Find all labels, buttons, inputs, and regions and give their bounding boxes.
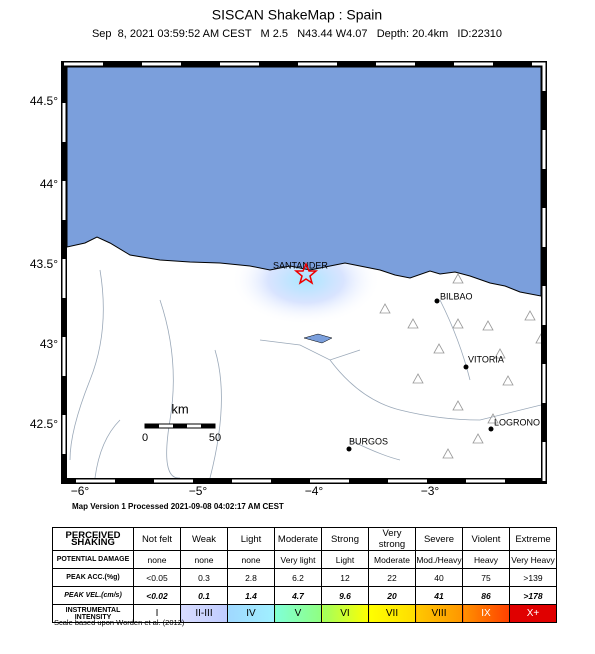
legend-cell: Weak xyxy=(180,527,228,551)
legend-cell: Heavy xyxy=(462,550,510,569)
place-label: BILBAO xyxy=(440,291,473,301)
row-label: PEAK ACC.(%g) xyxy=(52,568,134,587)
intensity-legend: PERCEIVED SHAKING Not felt Weak Light Modera… xyxy=(52,527,557,623)
lat-label: 44.5° xyxy=(30,94,58,108)
legend-row: POTENTIAL DAMAGE none none none Very light Li… xyxy=(52,550,557,569)
legend-cell: 1.4 xyxy=(227,586,275,605)
row-label: POTENTIAL DAMAGE xyxy=(52,550,134,569)
legend-cell: 0.1 xyxy=(180,586,228,605)
intensity-cell: VIII xyxy=(415,604,463,623)
scale-unit: km xyxy=(171,401,188,416)
epicenter xyxy=(293,262,319,285)
legend-cell: >178 xyxy=(509,586,557,605)
processed-note: Map Version 1 Processed 2021-09-08 04:02… xyxy=(72,502,284,511)
map-area: SANTANDER BILBAO VITORIA BURGOS LOGRONO … xyxy=(67,67,541,478)
lon-label: −4° xyxy=(305,484,324,498)
legend-cell: 4.7 xyxy=(274,586,322,605)
legend-cell: <0.02 xyxy=(133,586,181,605)
legend-cell: Light xyxy=(321,550,369,569)
lat-label: 42.5° xyxy=(30,417,58,431)
legend-cell: 20 xyxy=(368,586,416,605)
legend-cell: Very Heavy xyxy=(509,550,557,569)
intensity-cell: II-III xyxy=(180,604,228,623)
legend-cell: none xyxy=(180,550,228,569)
footnote: Scale based upon Worden et al. (2012) xyxy=(54,618,185,627)
legend-row: PEAK VEL.(cm/s) <0.02 0.1 1.4 4.7 9.6 20 41 86 >1… xyxy=(52,586,557,605)
scale-bar xyxy=(144,423,216,429)
frame-ticks xyxy=(62,62,546,483)
place-label: VITORIA xyxy=(468,354,504,364)
legend-cell: 75 xyxy=(462,568,510,587)
legend-cell: 6.2 xyxy=(274,568,322,587)
legend-cell: Moderate xyxy=(368,550,416,569)
intensity-cell: V xyxy=(274,604,322,623)
legend-cell: 12 xyxy=(321,568,369,587)
intensity-cell: I xyxy=(133,604,181,623)
legend-cell: none xyxy=(227,550,275,569)
map: SISCAN ShakeMap : Spain Sep 8, 2021 03:5… xyxy=(30,7,547,511)
legend-cell: Moderate xyxy=(274,527,322,551)
lat-label: 44° xyxy=(40,177,58,191)
place-label: SANTANDER xyxy=(273,260,328,270)
legend-cell: <0.05 xyxy=(133,568,181,587)
legend-cell: 41 xyxy=(415,586,463,605)
legend-cell: 40 xyxy=(415,568,463,587)
legend-cell: >139 xyxy=(509,568,557,587)
legend-row: INSTRUMENTAL INTENSITY I II-III IV V VI VII VII… xyxy=(52,604,557,623)
legend-row: PEAK ACC.(%g) <0.05 0.3 2.8 6.2 12 22 40 75 >139 xyxy=(52,568,557,587)
legend-cell: Not felt xyxy=(133,527,181,551)
legend-cell: Light xyxy=(227,527,275,551)
scale-start: 0 xyxy=(142,432,148,444)
legend-cell: Violent xyxy=(462,527,510,551)
lat-label: 43° xyxy=(40,337,58,351)
row-label: PERCEIVED SHAKING xyxy=(52,527,134,551)
legend-cell: 9.6 xyxy=(321,586,369,605)
title: SISCAN ShakeMap : Spain xyxy=(212,7,382,23)
lat-label: 43.5° xyxy=(30,257,58,271)
legend-cell: Strong xyxy=(321,527,369,551)
scale-end: 50 xyxy=(209,432,221,444)
intensity-cell: IX xyxy=(462,604,510,623)
intensity-cell: IV xyxy=(227,604,275,623)
legend-cell: Very light xyxy=(274,550,322,569)
intensity-cell: VI xyxy=(321,604,369,623)
legend-row: PERCEIVED SHAKING Not felt Weak Light Modera… xyxy=(52,527,557,551)
legend-cell: none xyxy=(133,550,181,569)
legend-cell: 22 xyxy=(368,568,416,587)
legend-cell: 86 xyxy=(462,586,510,605)
intensity-cell: X+ xyxy=(509,604,557,623)
subtitle: Sep 8, 2021 03:59:52 AM CEST M 2.5 N43.4… xyxy=(92,28,502,40)
place-label: LOGRONO xyxy=(494,417,540,427)
intensity-cell: VII xyxy=(368,604,416,623)
lon-label: −6° xyxy=(71,484,90,498)
legend-cell: Severe xyxy=(415,527,463,551)
row-label: PEAK VEL.(cm/s) xyxy=(52,586,134,605)
legend-cell: Mod./Heavy xyxy=(415,550,463,569)
lon-label: −5° xyxy=(189,484,208,498)
legend-cell: 0.3 xyxy=(180,568,228,587)
legend-cell: 2.8 xyxy=(227,568,275,587)
legend-cell: Very strong xyxy=(368,527,416,551)
lon-label: −3° xyxy=(421,484,440,498)
legend-cell: Extreme xyxy=(509,527,557,551)
place-label: BURGOS xyxy=(349,436,388,446)
